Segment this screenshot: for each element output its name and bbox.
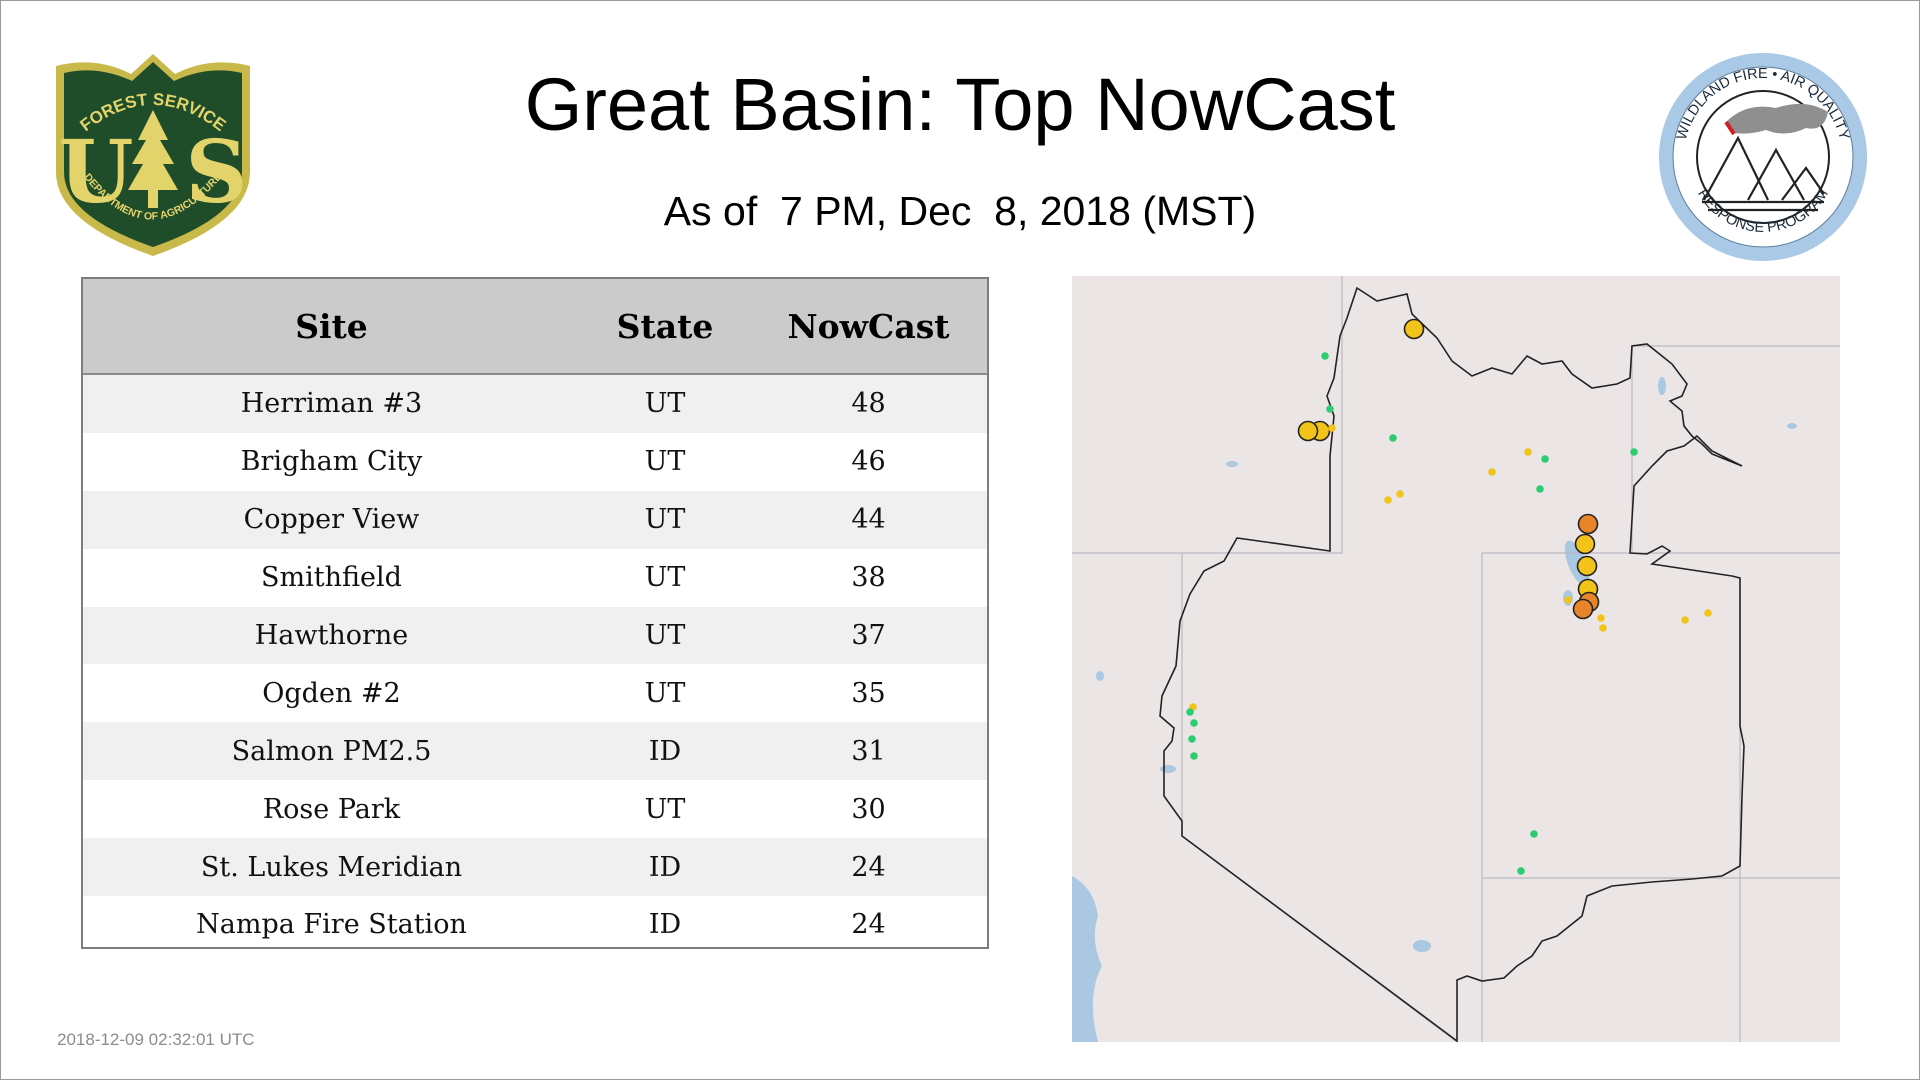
table-cell-state: UT xyxy=(580,606,750,665)
monitor-point-good xyxy=(1326,405,1334,413)
monitor-point-good xyxy=(1630,448,1638,456)
forest-service-logo: FOREST SERVICE US DEPARTMENT OF AGRICULT… xyxy=(56,54,250,256)
table-cell-state: UT xyxy=(580,548,750,607)
table-cell-state: ID xyxy=(580,896,750,947)
table-row: Brigham City UT 46 xyxy=(83,432,987,491)
table-cell-nowcast: 48 xyxy=(750,374,987,433)
table-cell-state: UT xyxy=(580,432,750,491)
table-row: Smithfield UT 38 xyxy=(83,548,987,607)
page-subtitle: As of 7 PM, Dec 8, 2018 (MST) xyxy=(663,188,1257,234)
table-cell-site: Brigham City xyxy=(83,432,580,491)
table-cell-site: Hawthorne xyxy=(83,606,580,665)
pine-tree-icon xyxy=(128,110,178,208)
table-cell-state: ID xyxy=(580,722,750,781)
column-header-state: State xyxy=(580,279,750,375)
monitor-point-moderate xyxy=(1599,624,1607,632)
table-row: Nampa Fire Station ID 24 xyxy=(83,896,987,947)
table-row: Rose Park UT 30 xyxy=(83,780,987,839)
monitor-point-moderate xyxy=(1574,533,1596,555)
table-cell-nowcast: 44 xyxy=(750,490,987,549)
great-basin-boundary xyxy=(1159,286,1745,1042)
column-header-site: Site xyxy=(83,279,580,375)
table-cell-nowcast: 30 xyxy=(750,780,987,839)
monitor-point-moderate xyxy=(1524,448,1532,456)
monitor-point-moderate xyxy=(1681,616,1689,624)
table-cell-nowcast: 24 xyxy=(750,838,987,897)
table-cell-site: St. Lukes Meridian xyxy=(83,838,580,897)
table-cell-nowcast: 35 xyxy=(750,664,987,723)
monitor-point-usg xyxy=(1572,598,1594,620)
table-cell-site: Herriman #3 xyxy=(83,374,580,433)
table-cell-nowcast: 46 xyxy=(750,432,987,491)
table-row: Copper View UT 44 xyxy=(83,490,987,549)
table-cell-state: UT xyxy=(580,664,750,723)
monitor-point-good xyxy=(1530,830,1538,838)
table-cell-nowcast: 24 xyxy=(750,896,987,947)
table-body: Herriman #3 UT 48 Brigham City UT 46 Copper Vi… xyxy=(83,374,987,947)
monitor-point-good xyxy=(1186,708,1194,716)
generated-timestamp: 2018-12-09 02:32:01 UTC xyxy=(57,1030,255,1049)
monitor-point-moderate xyxy=(1488,468,1496,476)
column-header-nowcast: NowCast xyxy=(750,279,987,375)
monitor-point-good xyxy=(1190,752,1198,760)
table-cell-state: ID xyxy=(580,838,750,897)
monitor-point-good xyxy=(1536,485,1544,493)
table-cell-nowcast: 37 xyxy=(750,606,987,665)
table-row: Ogden #2 UT 35 xyxy=(83,664,987,723)
smoke-plume-icon xyxy=(1726,103,1828,134)
table-row: Herriman #3 UT 48 xyxy=(83,374,987,433)
monitor-point-good xyxy=(1541,455,1549,463)
mountains-icon xyxy=(1702,135,1825,212)
wildland-fire-logo: WILDLAND FIRE • AIR QUALITY RESPONSE PRO… xyxy=(1659,53,1867,261)
table-cell-nowcast: 38 xyxy=(750,548,987,607)
monitor-points xyxy=(1186,318,1712,875)
monitor-point-good xyxy=(1389,434,1397,442)
monitor-point-moderate xyxy=(1576,555,1598,577)
table-cell-site: Nampa Fire Station xyxy=(83,896,580,947)
monitor-point-moderate xyxy=(1396,490,1404,498)
nowcast-table-grid: Site State NowCast Herriman #3 UT 48 Brigha… xyxy=(83,279,987,947)
table-row: Hawthorne UT 37 xyxy=(83,606,987,665)
nowcast-table: Site State NowCast Herriman #3 UT 48 Brigha… xyxy=(81,277,989,949)
monitor-point-good xyxy=(1517,867,1525,875)
monitor-point-moderate xyxy=(1297,420,1319,442)
monitor-point-good xyxy=(1188,735,1196,743)
flame-mark-icon xyxy=(1724,120,1736,136)
page-title: Great Basin: Top NowCast xyxy=(524,63,1396,146)
monitor-point-moderate xyxy=(1704,609,1712,617)
table-cell-site: Copper View xyxy=(83,490,580,549)
monitor-point-usg xyxy=(1577,513,1599,535)
table-cell-state: UT xyxy=(580,374,750,433)
great-basin-map xyxy=(1072,276,1840,1042)
monitor-point-moderate xyxy=(1384,496,1392,504)
table-cell-state: UT xyxy=(580,490,750,549)
table-cell-state: UT xyxy=(580,780,750,839)
table-cell-site: Smithfield xyxy=(83,548,580,607)
table-row: St. Lukes Meridian ID 24 xyxy=(83,838,987,897)
table-cell-nowcast: 31 xyxy=(750,722,987,781)
monitor-point-moderate xyxy=(1597,614,1605,622)
monitor-point-good xyxy=(1190,719,1198,727)
map-land xyxy=(1072,276,1840,1042)
monitor-point-moderate xyxy=(1564,596,1572,604)
table-cell-site: Salmon PM2.5 xyxy=(83,722,580,781)
monitor-point-moderate xyxy=(1403,318,1425,340)
table-row: Salmon PM2.5 ID 31 xyxy=(83,722,987,781)
table-cell-site: Rose Park xyxy=(83,780,580,839)
monitor-point-good xyxy=(1321,352,1329,360)
table-cell-site: Ogden #2 xyxy=(83,664,580,723)
table-header-row: Site State NowCast xyxy=(83,279,987,375)
monitor-point-moderate xyxy=(1328,424,1336,432)
